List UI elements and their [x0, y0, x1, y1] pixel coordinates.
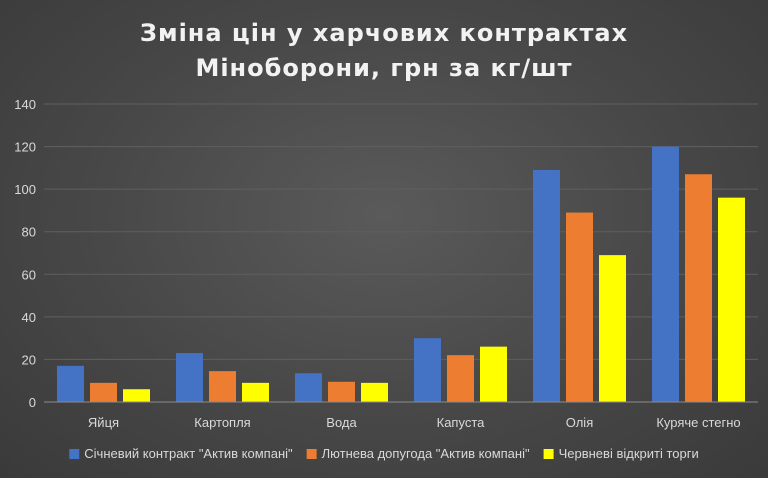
x-tick-label: Капуста [437, 415, 486, 430]
bar-series-3 [242, 382, 269, 402]
bar-series-3 [480, 346, 507, 402]
chart-title-line-2: Міноборони, грн за кг/шт [195, 54, 572, 82]
bar-series-2 [566, 212, 593, 402]
y-tick-label: 100 [14, 182, 36, 197]
y-tick-label: 140 [14, 97, 36, 112]
x-tick-label: Олія [566, 415, 593, 430]
y-tick-label: 80 [22, 225, 36, 240]
legend-label-series-1: Січневий контракт "Актив компані" [84, 446, 293, 461]
gridlines [44, 103, 758, 360]
y-tick-label: 40 [22, 310, 36, 325]
bar-series-1 [652, 146, 679, 402]
legend-label-series-2: Лютнева допугода "Актив компані" [322, 446, 530, 461]
bar-series-1 [295, 373, 322, 402]
bar-series-2 [685, 174, 712, 402]
x-tick-label: Вода [326, 415, 357, 430]
x-tick-label: Картопля [194, 415, 250, 430]
x-axis-tick-labels: Яйця Картопля Вода Капуста Олія Куряче стегно [88, 415, 741, 430]
chart-title-line-1: Зміна цін у харчових контрактах [140, 19, 628, 47]
bar-marks [57, 146, 745, 402]
y-tick-label: 120 [14, 140, 36, 155]
legend: Січневий контракт "Актив компані" Лютнева… [69, 446, 699, 461]
bar-series-3 [361, 382, 388, 402]
bar-series-1 [414, 338, 441, 402]
bar-series-3 [718, 197, 745, 402]
bar-series-2 [328, 381, 355, 402]
x-tick-label: Куряче стегно [656, 415, 740, 430]
y-axis-tick-labels: 0 20 40 60 80 100 120 140 [14, 97, 36, 410]
y-tick-label: 60 [22, 267, 36, 282]
y-tick-label: 0 [29, 395, 36, 410]
bar-series-2 [209, 371, 236, 402]
bar-series-1 [176, 353, 203, 402]
y-tick-label: 20 [22, 352, 36, 367]
legend-swatch-series-1 [69, 449, 80, 459]
legend-swatch-series-2 [306, 449, 317, 459]
legend-label-series-3: Червневі відкриті торги [559, 446, 699, 461]
legend-swatch-series-3 [543, 449, 554, 459]
bar-series-1 [57, 365, 84, 402]
x-tick-label: Яйця [88, 415, 119, 430]
bar-series-3 [599, 255, 626, 402]
bar-series-2 [447, 355, 474, 402]
bar-series-2 [90, 382, 117, 402]
bar-series-1 [533, 169, 560, 402]
bar-series-3 [123, 389, 150, 402]
